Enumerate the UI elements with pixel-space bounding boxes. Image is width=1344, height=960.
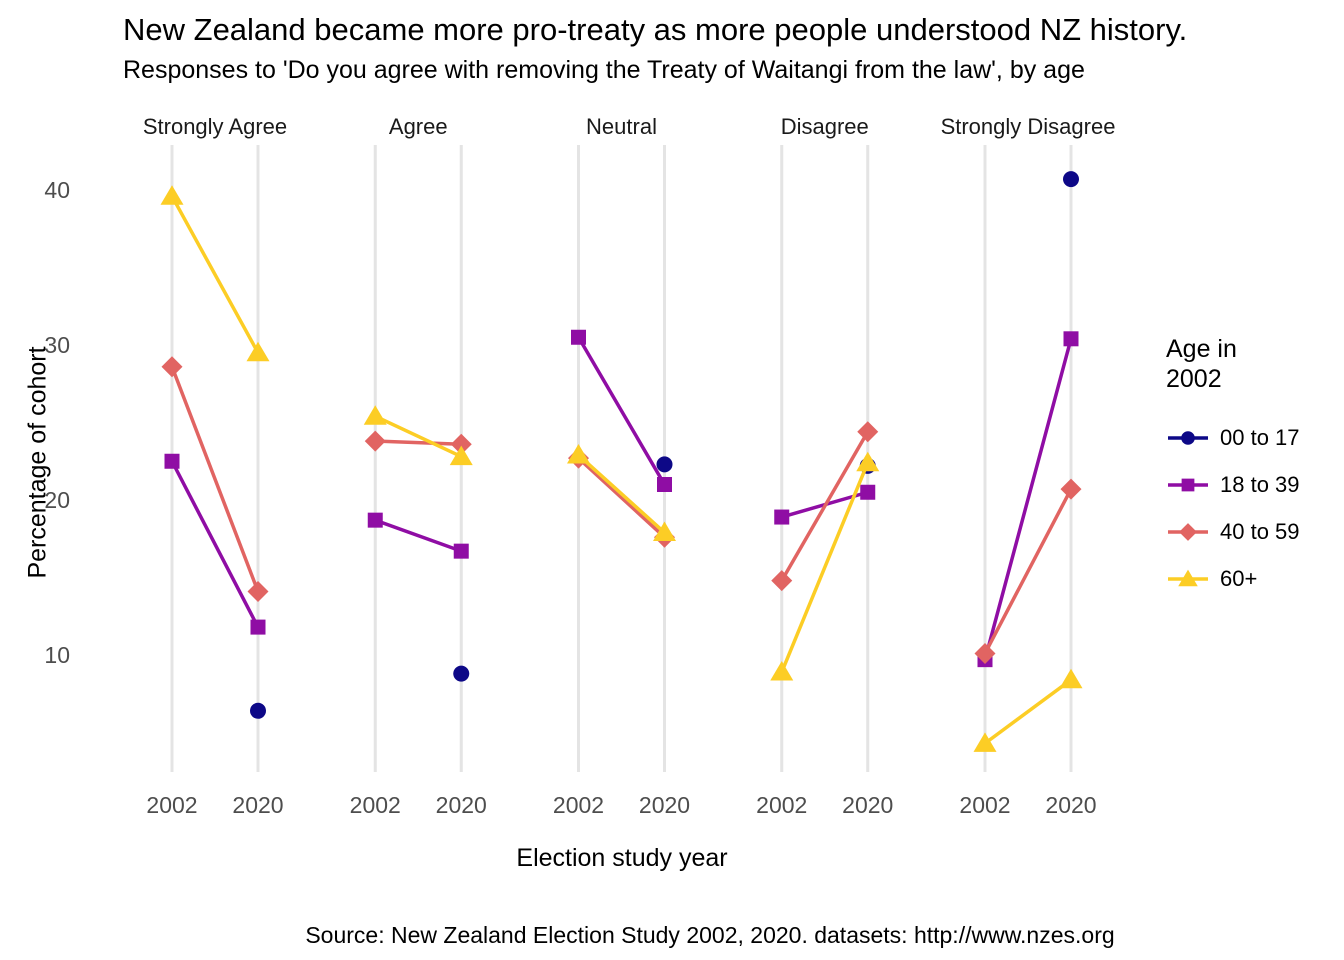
data-point-diamond bbox=[1179, 522, 1197, 541]
data-point-triangle bbox=[567, 444, 590, 464]
facet-strip-label: Agree bbox=[389, 114, 448, 139]
legend-item-00-to-17: 00 to 17 bbox=[1166, 414, 1344, 461]
x-tick-label: 2002 bbox=[146, 792, 197, 818]
legend-item-40-to-59: 40 to 59 bbox=[1166, 508, 1344, 555]
legend-item-18-to-39: 18 to 39 bbox=[1166, 461, 1344, 508]
series-line-18 to 39 bbox=[576, 336, 667, 486]
data-point-square bbox=[250, 619, 266, 635]
x-tick-label: 2020 bbox=[1045, 792, 1096, 818]
data-point-square bbox=[367, 512, 383, 528]
data-point-diamond bbox=[161, 356, 183, 378]
data-point-triangle bbox=[1178, 569, 1198, 586]
facet-strip-label: Strongly Disagree bbox=[941, 114, 1116, 139]
legend-label: 40 to 59 bbox=[1220, 518, 1300, 544]
x-tick-label: 2020 bbox=[436, 792, 487, 818]
data-point-square bbox=[571, 329, 586, 345]
legend-key-marker bbox=[1181, 430, 1195, 445]
data-point-circle bbox=[453, 665, 470, 682]
data-point-square bbox=[1063, 331, 1079, 347]
y-tick-label: 10 bbox=[44, 642, 70, 668]
data-point-circle bbox=[1063, 171, 1079, 188]
legend: Age in 2002 00 to 17 18 to 39 40 to 59 6… bbox=[1166, 334, 1344, 602]
data-point-diamond bbox=[1060, 478, 1082, 500]
chart-subtitle: Responses to 'Do you agree with removing… bbox=[123, 56, 1085, 84]
source-caption: Source: New Zealand Election Study 2002,… bbox=[305, 922, 1115, 948]
data-point-triangle bbox=[1059, 668, 1083, 689]
x-tick-label: 2020 bbox=[639, 792, 690, 818]
data-point-triangle bbox=[160, 185, 184, 205]
series-line-60+ bbox=[577, 453, 666, 534]
x-axis-title: Election study year bbox=[516, 844, 728, 872]
x-tick-label: 2002 bbox=[350, 792, 401, 818]
series-line-18 to 39 bbox=[170, 460, 260, 628]
data-point-circle bbox=[656, 456, 673, 473]
facet-agree: 2002 2020 Agree bbox=[350, 114, 487, 818]
facet-strip-label: Disagree bbox=[781, 114, 869, 139]
series-line-18 to 39 bbox=[374, 518, 462, 553]
series-line-40 to 59 bbox=[780, 430, 870, 582]
data-point-triangle bbox=[246, 341, 270, 362]
legend-key-square-icon bbox=[1168, 478, 1208, 491]
facet-strip-label: Strongly Agree bbox=[143, 114, 287, 139]
legend-title: Age in 2002 bbox=[1166, 335, 1237, 393]
series-line-60+ bbox=[170, 195, 260, 354]
x-tick-label: 2002 bbox=[553, 792, 604, 818]
series-line-60+ bbox=[374, 414, 462, 459]
data-point-square bbox=[1181, 478, 1195, 491]
data-point-square bbox=[657, 477, 672, 492]
series-line-60+ bbox=[780, 462, 870, 673]
data-point-diamond bbox=[450, 433, 472, 455]
data-point-triangle bbox=[363, 405, 387, 425]
legend-key-marker bbox=[1179, 522, 1197, 541]
data-point-square bbox=[164, 453, 180, 469]
facet-strongly-disagree: 2002 2020 Strongly Disagree bbox=[941, 114, 1116, 818]
legend-label: 60+ bbox=[1220, 565, 1258, 591]
data-point-diamond bbox=[771, 570, 793, 592]
series-line-40 to 59 bbox=[375, 439, 462, 446]
chart-title: New Zealand became more pro-treaty as mo… bbox=[123, 12, 1188, 47]
x-tick-label: 2002 bbox=[756, 792, 807, 818]
data-point-triangle bbox=[973, 732, 997, 752]
x-tick-label: 2020 bbox=[842, 792, 893, 818]
legend-item-60-plus: 60+ bbox=[1166, 555, 1344, 602]
legend-label: 00 to 17 bbox=[1220, 424, 1300, 450]
legend-label: 18 to 39 bbox=[1220, 471, 1300, 497]
legend-key-triangle-icon bbox=[1168, 569, 1208, 586]
data-point-triangle bbox=[856, 451, 880, 472]
y-tick-label: 20 bbox=[44, 487, 70, 513]
x-tick-label: 2002 bbox=[959, 792, 1010, 818]
data-point-diamond bbox=[364, 430, 386, 452]
data-point-triangle bbox=[770, 661, 794, 681]
data-point-circle bbox=[250, 702, 266, 719]
data-point-square bbox=[453, 543, 469, 559]
data-point-square bbox=[774, 509, 790, 525]
series-line-40 to 59 bbox=[983, 488, 1073, 655]
series-line-40 to 59 bbox=[170, 366, 260, 593]
facet-strip-label: Neutral bbox=[586, 114, 657, 139]
data-point-circle bbox=[1181, 430, 1195, 445]
legend-key-circle-icon bbox=[1168, 430, 1208, 445]
data-point-square bbox=[860, 484, 876, 500]
legend-key-marker bbox=[1181, 478, 1195, 491]
data-point-diamond bbox=[974, 642, 996, 664]
data-point-diamond bbox=[857, 421, 879, 443]
legend-key-diamond-icon bbox=[1168, 522, 1208, 541]
series-line-40 to 59 bbox=[577, 456, 666, 539]
data-point-diamond bbox=[247, 580, 269, 602]
data-point-triangle bbox=[449, 445, 473, 466]
y-tick-label: 30 bbox=[44, 332, 70, 358]
data-point-triangle bbox=[653, 521, 676, 542]
y-tick-label: 40 bbox=[44, 177, 70, 203]
series-line-60+ bbox=[983, 678, 1073, 745]
x-tick-label: 2020 bbox=[232, 792, 283, 818]
legend-key-marker bbox=[1178, 569, 1198, 586]
series-line-18 to 39 bbox=[983, 338, 1073, 661]
